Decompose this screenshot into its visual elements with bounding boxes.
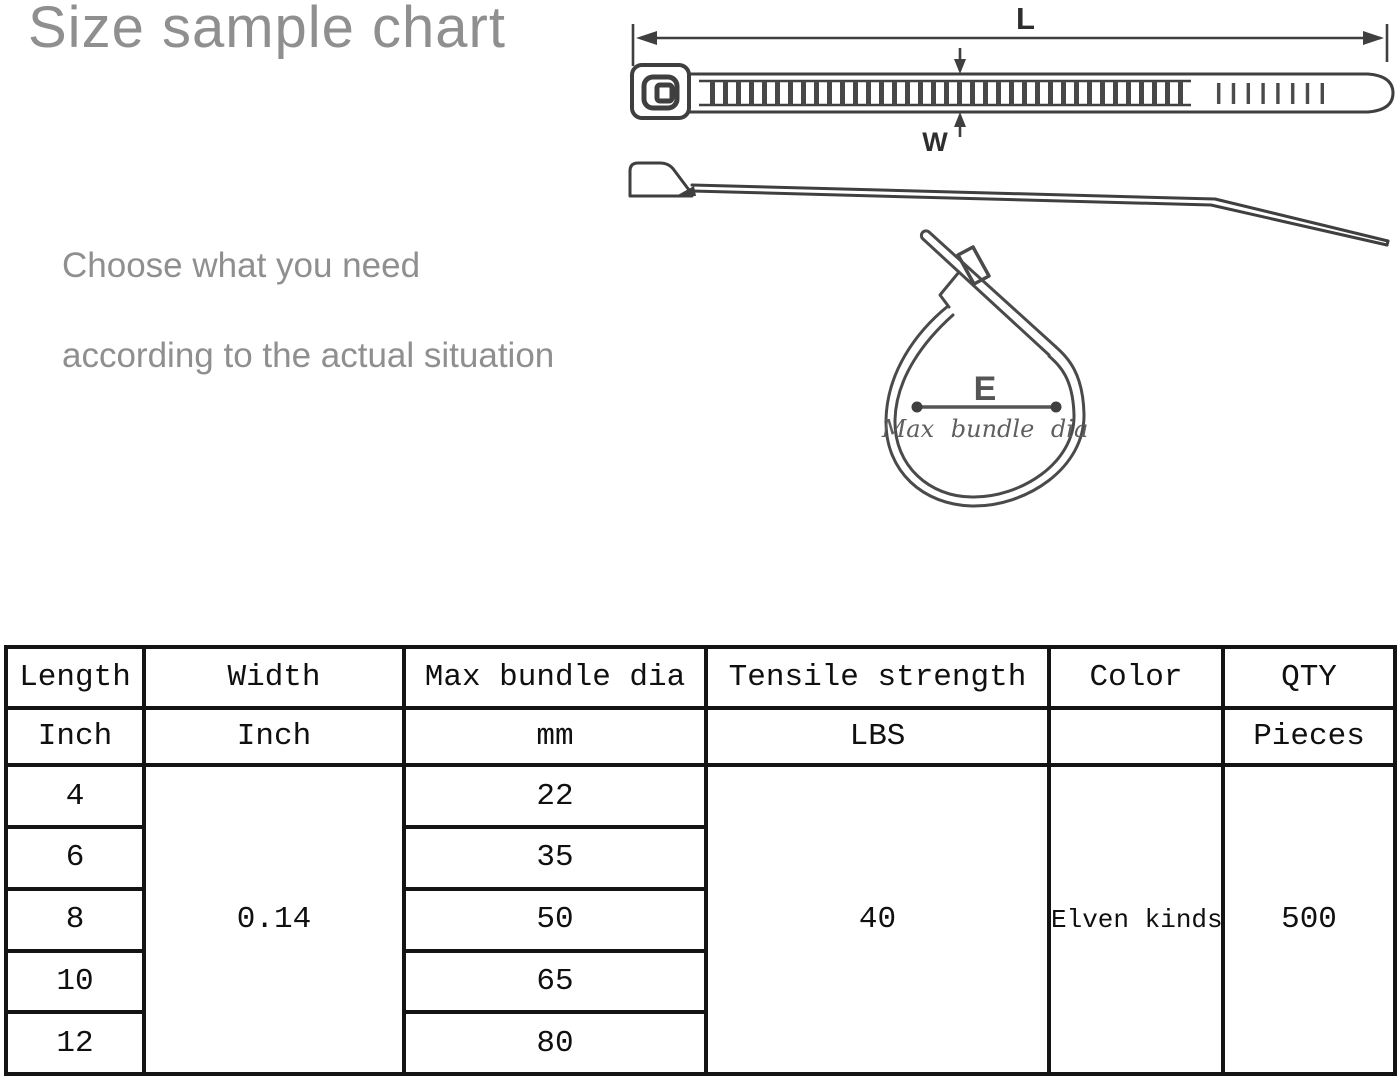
cell-length-1: 6 bbox=[4, 825, 146, 891]
cable-tie-top-view bbox=[630, 63, 1395, 120]
col-header-max-bundle-dia: Max bundle dia bbox=[402, 645, 708, 710]
cell-length-0: 4 bbox=[4, 763, 146, 830]
table-header-row: Length Width Max bundle dia Tensile stre… bbox=[4, 645, 1397, 710]
cell-length-4: 12 bbox=[4, 1010, 146, 1076]
unit-qty: Pieces bbox=[1221, 705, 1397, 768]
cable-tie-diagram: L W E Max bun bbox=[628, 1, 1395, 508]
width-dimension-label: W bbox=[922, 127, 948, 157]
unit-width: Inch bbox=[142, 705, 406, 768]
cell-length-2: 8 bbox=[4, 886, 146, 953]
table-units-row: Inch Inch mm LBS Pieces bbox=[4, 705, 1397, 768]
unit-tensile-strength: LBS bbox=[704, 705, 1051, 768]
bundle-diameter-label: E bbox=[974, 370, 997, 408]
length-dimension-label: L bbox=[1016, 1, 1035, 36]
bundle-diameter-caption: Max bundle dia bbox=[881, 415, 1089, 443]
cell-dia-3: 65 bbox=[402, 948, 708, 1015]
unit-length: Inch bbox=[4, 705, 146, 768]
cell-color-merged: Elven kinds bbox=[1047, 763, 1225, 1076]
col-header-width: Width bbox=[142, 645, 406, 710]
width-dimension bbox=[954, 48, 966, 137]
cell-dia-1: 35 bbox=[402, 825, 708, 891]
cell-width-merged: 0.14 bbox=[142, 763, 406, 1076]
cell-length-3: 10 bbox=[4, 948, 146, 1015]
length-dimension bbox=[631, 24, 1389, 66]
table-row: 10 65 bbox=[4, 948, 1395, 1015]
col-header-color: Color bbox=[1047, 645, 1225, 710]
cell-dia-2: 50 bbox=[402, 886, 708, 953]
size-table: Length Width Max bundle dia Tensile stre… bbox=[4, 645, 1397, 1076]
unit-color bbox=[1047, 705, 1225, 768]
col-header-length: Length bbox=[4, 645, 146, 710]
cell-dia-4: 80 bbox=[402, 1010, 708, 1076]
table-row: 4 0.14 22 40 Elven kinds 500 bbox=[4, 763, 1397, 1076]
page-title: Size sample chart bbox=[28, 0, 506, 60]
unit-max-bundle-dia: mm bbox=[402, 705, 708, 768]
table-row: 6 35 bbox=[4, 825, 1395, 891]
bundle-diameter-dimension bbox=[911, 401, 1062, 413]
table-row: 8 50 bbox=[4, 886, 1395, 953]
cell-dia-0: 22 bbox=[402, 763, 708, 830]
cable-tie-loop-view bbox=[884, 229, 1086, 508]
table-row: 12 80 bbox=[4, 1010, 1395, 1076]
cell-tensile-merged: 40 bbox=[704, 763, 1051, 1076]
cell-qty-merged: 500 bbox=[1221, 763, 1397, 1076]
subtitle-line-1: Choose what you need bbox=[62, 246, 421, 285]
subtitle-line-2: according to the actual situation bbox=[62, 336, 555, 375]
col-header-tensile-strength: Tensile strength bbox=[704, 645, 1051, 710]
cable-tie-side-view bbox=[628, 161, 1390, 247]
col-header-qty: QTY bbox=[1221, 645, 1397, 710]
